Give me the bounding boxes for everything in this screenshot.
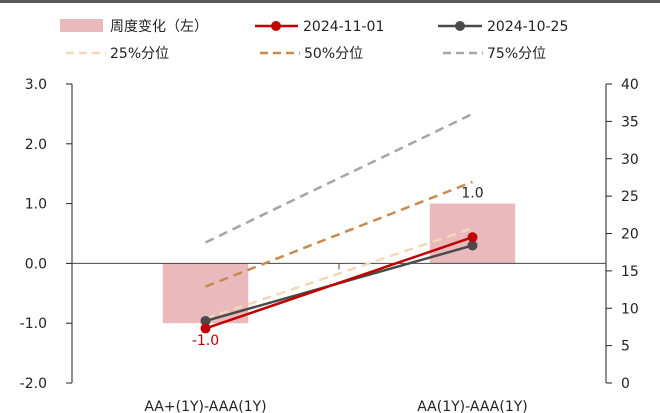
legend-label-75pct: 75%分位 bbox=[487, 46, 546, 62]
right-tick-label: 0 bbox=[621, 376, 630, 392]
legend-label-25pct: 25%分位 bbox=[110, 46, 169, 62]
left-tick-label: -1.0 bbox=[20, 316, 47, 332]
right-tick-label: 10 bbox=[621, 301, 639, 317]
left-tick-label: -2.0 bbox=[20, 376, 47, 392]
series-line-p75 bbox=[204, 112, 474, 244]
series-marker-s20241025 bbox=[467, 240, 478, 251]
bar-data-label: -1.0 bbox=[192, 333, 219, 349]
series-marker-s20241101 bbox=[200, 323, 211, 334]
lines bbox=[200, 112, 478, 334]
zero-line-layer bbox=[72, 262, 606, 270]
legend-marker-2024-10-25 bbox=[455, 21, 465, 31]
category-label: AA(1Y)-AAA(1Y) bbox=[417, 399, 528, 413]
bar bbox=[162, 263, 249, 324]
legend-label-2024-10-25: 2024-10-25 bbox=[487, 19, 568, 35]
legend-marker-2024-11-01 bbox=[271, 21, 281, 31]
series-marker-s20241101 bbox=[467, 232, 478, 243]
series-line-s20241101 bbox=[205, 236, 473, 330]
left-tick-label: 1.0 bbox=[25, 197, 47, 213]
left-tick-label: 0.0 bbox=[25, 256, 47, 272]
top-border bbox=[0, 0, 660, 3]
left-tick-label: 3.0 bbox=[25, 77, 47, 93]
series-marker-s20241025 bbox=[200, 315, 211, 326]
right-tick-label: 40 bbox=[621, 77, 639, 93]
right-tick-label: 25 bbox=[621, 189, 639, 205]
legend-label-2024-11-01: 2024-11-01 bbox=[303, 19, 384, 35]
right-tick-label: 30 bbox=[621, 152, 639, 168]
legend: 周度变化（左） 2024-11-01 2024-10-25 25%分位 50%分… bbox=[60, 19, 568, 62]
legend-label-bar: 周度变化（左） bbox=[110, 19, 208, 35]
axes: 3.0 2.0 1.0 0.0 -1.0 -2.0 40 35 30 25 20 15 10 5 0 AA+(… bbox=[20, 77, 639, 413]
series-line-p50 bbox=[205, 180, 473, 288]
series-line-p25 bbox=[205, 227, 473, 320]
legend-label-50pct: 50%分位 bbox=[304, 46, 363, 62]
right-tick-label: 5 bbox=[621, 339, 630, 355]
legend-swatch-bar bbox=[60, 19, 103, 32]
category-label: AA+(1Y)-AAA(1Y) bbox=[144, 399, 266, 413]
left-tick-label: 2.0 bbox=[25, 137, 47, 153]
right-tick-label: 35 bbox=[621, 114, 639, 130]
right-tick-label: 15 bbox=[621, 264, 639, 280]
bar-data-label: 1.0 bbox=[461, 186, 483, 202]
right-tick-label: 20 bbox=[621, 227, 639, 243]
labels: -1.0 1.0 bbox=[192, 186, 484, 350]
